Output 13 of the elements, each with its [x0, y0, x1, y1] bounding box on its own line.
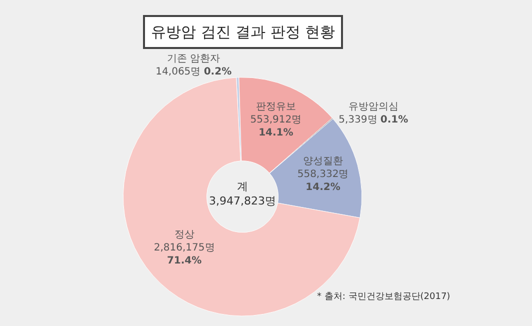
slice-label: 판정유보 — [256, 101, 296, 112]
data-label: 553,912명 14.1% — [250, 114, 302, 138]
text: * 출처: 국민건강보험공단(2017) — [317, 292, 450, 302]
slice-label: 양성질환 — [303, 156, 344, 168]
slice-label: 유방암의심 — [348, 101, 398, 112]
data-label: 558,332명 14.2% — [297, 169, 349, 194]
slice-label: 기존 암환자 — [167, 53, 220, 64]
chart-title: 유방암 검진 결과 판정 현황 — [151, 23, 336, 41]
text: 계 3,947,823명 — [209, 180, 276, 208]
data-label: 5,339명 0.1% — [338, 114, 408, 126]
data-label: 2,816,175명 71.4% — [154, 242, 215, 266]
slice-label: 정상 — [174, 229, 194, 240]
data-label: 14,065명 0.2% — [156, 66, 232, 78]
